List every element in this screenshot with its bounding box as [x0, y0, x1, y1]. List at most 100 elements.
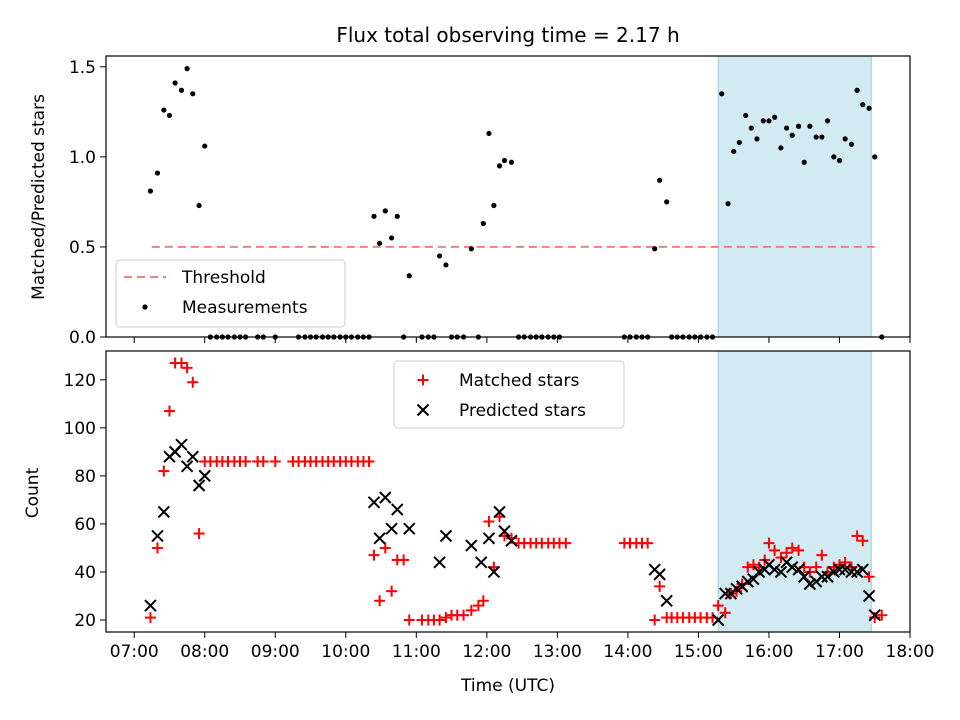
x-tick-label: 15:00: [674, 642, 723, 662]
predicted-star-point: [803, 577, 817, 591]
matched-star-point: [654, 580, 666, 592]
measurement-point: [154, 170, 161, 176]
matched-star-point: [560, 537, 572, 549]
matched-star-point: [374, 595, 386, 607]
bottom-panel: 20 40 60 80 100 120 07:00 08:00 09:00 10:00 11:00 1…: [64, 350, 935, 662]
measurement-point: [178, 87, 185, 93]
top-y-axis-label: Matched/Predicted stars: [29, 94, 49, 300]
predicted-star-point: [474, 556, 488, 569]
measurement-point: [406, 273, 412, 279]
measurement-point: [377, 240, 383, 246]
measurement-point: [486, 130, 492, 137]
measurement-point: [166, 112, 173, 119]
measurement-point: [731, 148, 737, 155]
matched-star-point: [769, 544, 781, 556]
measurement-point: [778, 145, 784, 151]
measurement-point: [196, 202, 202, 209]
x-tick-label: 16:00: [744, 642, 793, 662]
predicted-star-point: [747, 572, 760, 586]
matched-star-point: [465, 604, 477, 616]
measurement-point: [807, 123, 813, 129]
matched-star-point: [440, 612, 452, 624]
x-tick-label: 18:00: [886, 642, 935, 662]
measurement-point: [371, 213, 377, 219]
matched-star-point: [863, 571, 875, 583]
matched-star-point: [181, 362, 193, 374]
measurement-point: [783, 125, 790, 131]
legend-predicted-label: Predicted stars: [459, 401, 586, 421]
measurement-point: [831, 154, 837, 160]
y-tick-label: 100: [64, 419, 96, 439]
measurement-point: [657, 177, 663, 183]
matched-star-point: [240, 455, 252, 467]
x-axis-label: Time (UTC): [460, 676, 555, 696]
predicted-star-point: [151, 529, 164, 543]
y-tick-label: 80: [74, 467, 96, 487]
measurement-point: [468, 246, 474, 252]
measurement-point: [382, 208, 388, 214]
measurement-point: [147, 188, 154, 194]
measurement-point: [172, 80, 178, 86]
measurement-point: [719, 91, 725, 97]
matched-star-point: [742, 561, 754, 573]
y-tick-label: 20: [74, 611, 96, 631]
y-tick-label: 0.5: [69, 238, 96, 258]
predicted-star-point: [180, 460, 194, 473]
x-tick-label: 14:00: [603, 642, 652, 662]
measurement-point: [664, 199, 670, 205]
predicted-star-point: [391, 503, 404, 516]
matched-star-point: [483, 516, 495, 528]
measurement-point: [748, 125, 754, 131]
measurement-point: [736, 139, 742, 146]
highlight-span: [717, 350, 872, 633]
matched-star-point: [477, 595, 489, 607]
predicted-star-point: [774, 565, 788, 579]
matched-star-point: [193, 528, 205, 540]
matched-star-point: [379, 542, 391, 554]
y-tick-label: 60: [74, 515, 96, 535]
measurement-point: [491, 202, 497, 209]
matched-star-point: [719, 607, 731, 619]
y-tick-label: 40: [74, 563, 96, 583]
predicted-star-point: [786, 560, 799, 574]
predicted-star-point: [157, 505, 171, 519]
measurement-point: [866, 105, 872, 111]
x-tick-label: 11:00: [392, 642, 441, 662]
matched-star-point: [158, 465, 170, 477]
predicted-star-point: [719, 587, 732, 600]
measurement-point: [771, 114, 778, 120]
predicted-star-point: [838, 563, 852, 576]
matched-star-point: [642, 537, 654, 549]
predicted-star-point: [833, 563, 846, 576]
measurement-point: [836, 157, 843, 164]
matched-star-point: [876, 609, 888, 621]
predicted-star-point: [768, 563, 781, 576]
measurement-point: [854, 87, 860, 93]
predicted-star-point: [815, 570, 829, 583]
x-tick-label: 17:00: [815, 642, 864, 662]
predicted-star-point: [198, 469, 211, 483]
bottom-legend: Matched stars Predicted stars: [393, 360, 625, 429]
predicted-star-point: [856, 563, 869, 576]
measurement-point: [389, 235, 395, 241]
legend-matched-label: Matched stars: [459, 371, 579, 391]
predicted-star-point: [373, 532, 386, 545]
predicted-star-point: [505, 534, 518, 547]
y-tick-label: 0.0: [69, 328, 96, 348]
measurement-point: [652, 246, 658, 252]
measurement-point: [202, 143, 208, 149]
matched-star-point: [386, 585, 398, 597]
measurement-point: [394, 213, 400, 219]
measurement-point: [190, 91, 196, 97]
matched-star-point: [175, 357, 187, 369]
measurement-point: [860, 102, 866, 108]
matched-star-point: [434, 614, 446, 626]
measurement-point: [743, 112, 749, 119]
y-tick-label: 1.0: [69, 148, 96, 168]
matched-star-point: [810, 561, 822, 573]
y-tick-label: 1.5: [69, 58, 96, 78]
matched-star-point: [763, 537, 775, 549]
matched-star-point: [781, 547, 793, 559]
predicted-star-point: [493, 505, 506, 519]
